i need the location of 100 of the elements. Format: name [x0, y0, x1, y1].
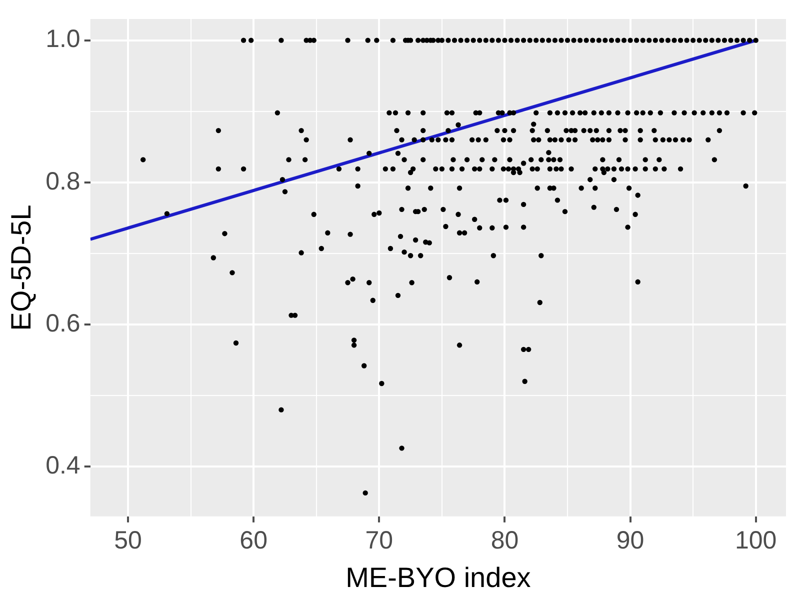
point	[526, 346, 532, 352]
point	[594, 128, 599, 134]
point	[388, 246, 394, 252]
point	[286, 157, 292, 162]
point	[433, 166, 438, 172]
point	[483, 137, 488, 142]
point	[570, 110, 576, 116]
point	[686, 137, 692, 142]
point	[531, 137, 536, 142]
point	[581, 128, 586, 134]
point	[420, 137, 426, 142]
point	[477, 225, 482, 231]
point	[444, 110, 450, 116]
point	[538, 157, 544, 162]
point	[554, 110, 560, 116]
point	[554, 166, 559, 172]
point	[622, 137, 628, 142]
point	[611, 176, 617, 182]
point	[494, 128, 500, 134]
point	[520, 224, 526, 230]
point	[423, 240, 428, 245]
point	[282, 189, 288, 194]
point	[405, 186, 411, 191]
point	[516, 166, 522, 172]
point	[362, 490, 368, 496]
point	[500, 110, 505, 116]
point	[304, 137, 309, 142]
point	[395, 292, 401, 298]
point	[632, 166, 638, 172]
point	[230, 270, 235, 276]
point	[558, 137, 564, 142]
point	[606, 110, 612, 116]
point	[522, 378, 528, 384]
point	[700, 110, 706, 116]
point	[547, 166, 553, 172]
point	[552, 137, 558, 142]
point	[428, 186, 434, 191]
point	[274, 110, 280, 116]
point	[402, 249, 407, 255]
point	[568, 166, 574, 172]
point	[577, 110, 583, 116]
point	[638, 128, 643, 134]
point	[706, 137, 711, 142]
point	[336, 166, 342, 172]
point	[566, 137, 572, 142]
point	[507, 157, 512, 162]
point	[398, 234, 404, 240]
point	[422, 206, 427, 212]
point	[740, 110, 746, 116]
point	[298, 128, 304, 134]
point	[497, 198, 502, 203]
point	[233, 340, 239, 346]
y-tick-label: 0.8	[46, 167, 80, 196]
x-tick-label: 80	[490, 526, 519, 554]
point	[652, 137, 658, 142]
point	[724, 110, 730, 116]
point	[409, 280, 414, 286]
point	[534, 166, 540, 172]
point	[660, 137, 666, 142]
point	[616, 157, 622, 162]
point	[449, 110, 455, 116]
point	[520, 160, 526, 166]
point	[386, 110, 392, 116]
point	[408, 253, 414, 258]
point	[632, 212, 638, 218]
point	[412, 237, 418, 243]
point	[534, 186, 540, 191]
point	[622, 128, 628, 134]
point	[399, 206, 404, 212]
point	[615, 110, 620, 116]
point	[625, 110, 630, 116]
point	[379, 380, 384, 386]
point	[392, 110, 398, 116]
point	[366, 150, 372, 156]
point	[588, 176, 593, 182]
point	[464, 157, 470, 162]
point	[456, 186, 462, 191]
point	[472, 166, 478, 172]
x-axis-title: ME-BYO index	[346, 562, 531, 593]
point	[709, 110, 715, 116]
point	[456, 230, 462, 236]
point	[366, 280, 372, 286]
point	[348, 137, 353, 142]
y-tick-label: 1.0	[46, 25, 80, 54]
point	[600, 166, 606, 172]
y-axis-title: EQ-5D-5L	[6, 204, 37, 331]
point	[443, 224, 448, 230]
point	[551, 157, 556, 162]
point	[446, 275, 452, 280]
point	[456, 212, 461, 218]
point	[712, 157, 718, 162]
y-tick-label: 0.6	[46, 309, 80, 338]
point	[634, 110, 640, 116]
point	[520, 202, 526, 208]
point	[510, 128, 516, 134]
point	[503, 198, 509, 203]
point	[716, 110, 722, 116]
point	[405, 110, 411, 116]
point	[600, 137, 606, 142]
point	[507, 137, 512, 142]
